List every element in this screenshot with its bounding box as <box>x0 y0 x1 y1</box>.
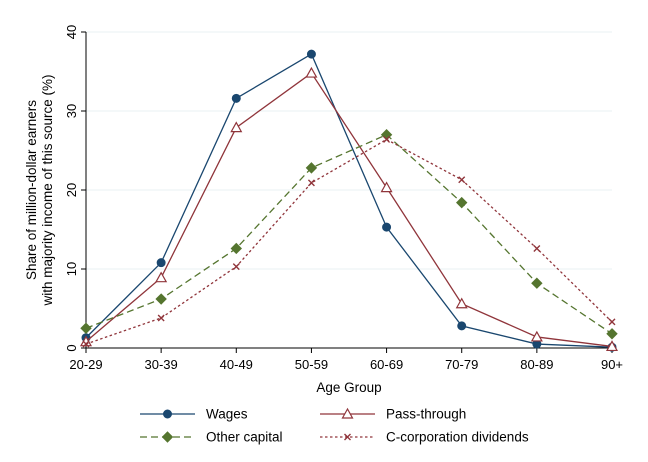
data-point-pass-through <box>530 330 543 342</box>
data-point-other-capital <box>230 242 242 255</box>
x-tick-label: 50-59 <box>295 357 328 372</box>
legend-item-wages: Wages <box>140 407 248 422</box>
data-point-c-corporation-dividends <box>383 135 391 143</box>
data-point-other-capital <box>606 328 618 340</box>
data-point-pass-through <box>380 181 393 193</box>
legend-item-pass-through: Pass-through <box>320 407 466 422</box>
x-tick-label: 40-49 <box>220 357 253 372</box>
series-line-pass-through <box>85 72 613 348</box>
data-point-wages <box>306 49 316 59</box>
y-axis-title-line-1: Share of million-dollar earners <box>24 100 39 280</box>
data-point-wages <box>156 258 166 268</box>
data-point-c-corporation-dividends <box>82 340 90 348</box>
y-tick-label: 10 <box>64 262 79 276</box>
x-axis-ticks: 20-29 30-39 40-49 50-59 60-69 70-79 80-89 90+ <box>69 348 623 372</box>
y-tick-label: 30 <box>64 104 79 118</box>
series-line-c-corporation-dividends <box>85 138 613 345</box>
data-point-wages <box>231 93 241 103</box>
y-axis-title-line-2: with majority income of this source (%) <box>40 74 55 306</box>
legend-marker-c-corporation-dividends <box>344 433 351 441</box>
x-tick-label: 60-69 <box>370 357 403 372</box>
legend-label-c-corporation-dividends: C-corporation dividends <box>386 430 529 445</box>
series-line-wages <box>85 53 613 348</box>
legend-item-other-capital: Other capital <box>140 430 283 445</box>
data-point-other-capital <box>155 293 167 305</box>
y-axis-ticks: 0 10 20 30 40 <box>64 25 86 352</box>
y-tick-label: 0 <box>64 344 79 351</box>
y-tick-label: 20 <box>64 183 79 197</box>
x-tick-label: 30-39 <box>145 357 178 372</box>
x-tick-label: 20-29 <box>69 357 102 372</box>
data-point-pass-through <box>230 121 243 133</box>
data-point-c-corporation-dividends <box>533 244 541 252</box>
legend-label-wages: Wages <box>206 407 248 422</box>
series-c-corporation-dividends <box>82 135 616 348</box>
legend-marker-other-capital <box>161 431 174 443</box>
legend: Wages Pass-through Other capital C-corporat… <box>140 407 529 445</box>
data-point-other-capital <box>531 277 543 289</box>
legend-label-other-capital: Other capital <box>206 430 283 445</box>
data-point-c-corporation-dividends <box>307 179 315 187</box>
x-tick-label: 90+ <box>601 357 623 372</box>
series-line-other-capital <box>85 133 613 335</box>
data-point-other-capital <box>456 196 468 209</box>
y-tick-label: 40 <box>64 25 79 39</box>
data-point-pass-through <box>605 340 619 352</box>
data-point-c-corporation-dividends <box>232 263 240 271</box>
legend-marker-pass-through <box>341 407 354 419</box>
data-point-pass-through <box>305 66 318 78</box>
data-point-pass-through <box>455 297 468 309</box>
data-point-c-corporation-dividends <box>608 318 616 326</box>
x-tick-label: 70-79 <box>445 357 478 372</box>
x-axis-title: Age Group <box>316 380 381 395</box>
data-point-other-capital <box>80 322 92 334</box>
x-tick-label: 80-89 <box>520 357 553 372</box>
data-point-other-capital <box>305 162 318 174</box>
data-point-c-corporation-dividends <box>157 314 165 322</box>
data-point-wages <box>457 321 467 331</box>
series-other-capital <box>80 128 618 340</box>
data-point-wages <box>382 222 392 232</box>
series-group <box>79 49 619 352</box>
data-point-c-corporation-dividends <box>458 176 466 184</box>
legend-label-pass-through: Pass-through <box>386 407 466 422</box>
data-point-pass-through <box>155 271 168 283</box>
legend-marker-wages <box>163 409 172 419</box>
legend-item-c-corporation-dividends: C-corporation dividends <box>320 430 529 445</box>
